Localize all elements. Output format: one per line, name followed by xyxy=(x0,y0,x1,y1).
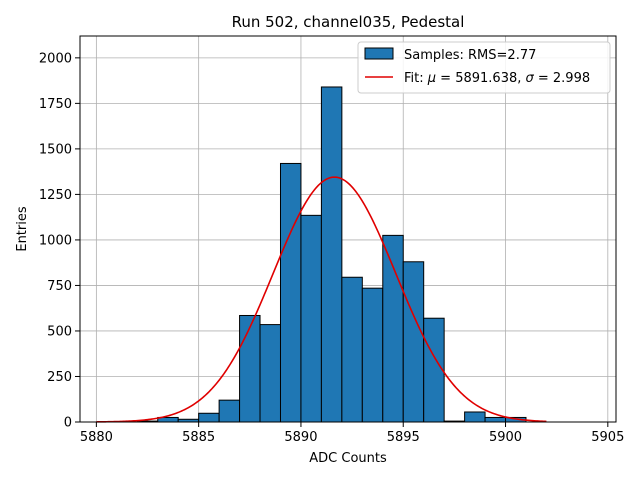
y-axis-ticks: 0 250 500 750 1000 1250 1500 1750 2000 xyxy=(39,51,80,431)
legend-histogram-swatch xyxy=(364,47,394,60)
x-tick-label: 5880 xyxy=(80,430,113,445)
legend-histogram-label: Samples: RMS=2.77 xyxy=(404,48,536,63)
x-tick-label: 5895 xyxy=(387,430,420,445)
x-tick-label: 5885 xyxy=(182,430,215,445)
x-axis-label: ADC Counts xyxy=(309,451,387,466)
y-tick-label: 1750 xyxy=(39,97,72,112)
y-tick-label: 250 xyxy=(47,370,72,385)
y-axis-label: Entries xyxy=(15,206,30,252)
y-tick-label: 0 xyxy=(64,416,72,431)
x-axis-ticks: 5880 5885 5890 5895 5900 5905 xyxy=(80,422,624,445)
legend: Samples: RMS=2.77 Fit: μ = 5891.638, σ =… xyxy=(357,41,611,94)
plot-frame xyxy=(79,35,617,423)
histogram-bar xyxy=(484,416,507,423)
legend-fit-prefix: Fit: xyxy=(404,71,428,86)
histogram-bar xyxy=(320,86,343,423)
grid xyxy=(80,36,616,423)
histogram-bar xyxy=(218,399,241,423)
x-tick-label: 5900 xyxy=(489,430,522,445)
y-tick-label: 500 xyxy=(47,324,72,339)
legend-frame xyxy=(357,41,611,94)
y-tick-label: 1250 xyxy=(39,188,72,203)
x-tick-label: 5890 xyxy=(284,430,317,445)
legend-fit-sigma-symbol: σ xyxy=(526,71,535,86)
fit-curve xyxy=(96,176,547,423)
histogram-bar xyxy=(279,162,302,423)
histogram-bars xyxy=(136,86,527,423)
legend-fit-mu-symbol: μ xyxy=(427,71,436,86)
y-tick-label: 2000 xyxy=(39,51,72,66)
histogram-bar xyxy=(341,276,363,423)
histogram-bar xyxy=(361,287,384,423)
x-tick-label: 5905 xyxy=(591,430,624,445)
histogram-bar xyxy=(464,411,486,423)
y-tick-label: 750 xyxy=(47,279,72,294)
histogram-bar xyxy=(300,214,322,423)
y-tick-label: 1000 xyxy=(39,233,72,248)
legend-fit-label: Fit: μ = 5891.638, σ = 2.998 xyxy=(404,71,590,86)
histogram-bar xyxy=(382,234,404,423)
histogram-bar xyxy=(402,261,425,423)
histogram-bar xyxy=(239,314,261,423)
y-tick-label: 1500 xyxy=(39,142,72,157)
legend-fit-sigma-value: = 2.998 xyxy=(534,71,590,86)
histogram-bar xyxy=(198,412,220,423)
histogram-bar xyxy=(259,324,281,423)
histogram-bar xyxy=(423,317,445,423)
chart-title: Run 502, channel035, Pedestal xyxy=(232,13,465,31)
legend-fit-mu-value: = 5891.638, xyxy=(436,71,525,86)
